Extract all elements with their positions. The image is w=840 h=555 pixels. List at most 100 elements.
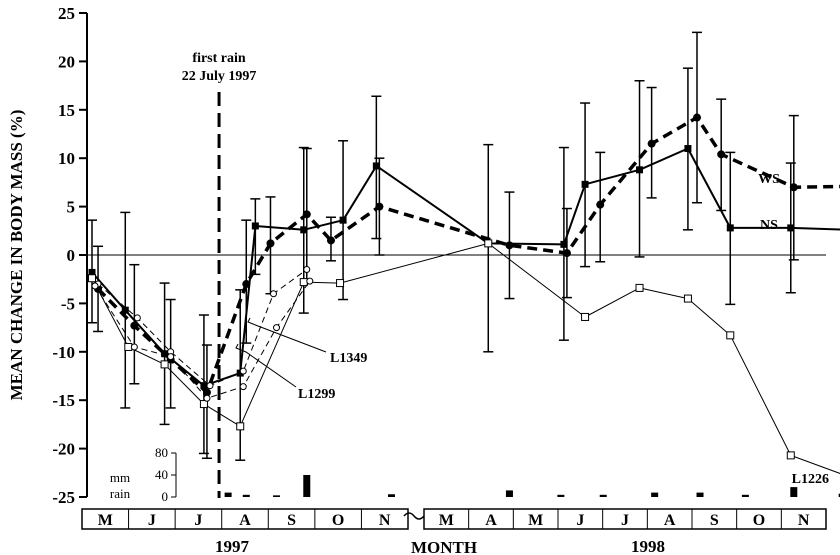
axes — [79, 12, 827, 530]
rain-bar — [303, 475, 311, 497]
y-tick-label: 20 — [58, 52, 75, 71]
point-ws — [130, 321, 139, 330]
point-l1299 — [91, 282, 99, 290]
rain-bar — [224, 492, 232, 497]
rain-bar — [557, 494, 565, 497]
point-ws — [789, 183, 798, 192]
point-ws — [326, 236, 335, 245]
month-label: M — [528, 512, 543, 529]
y-axis-title: MEAN CHANGE IN BODY MASS (%) — [7, 110, 26, 401]
month-label: M — [98, 512, 113, 529]
rain-bar — [505, 490, 513, 497]
series-label-l1226: L1226 — [792, 472, 829, 487]
point-ns — [88, 268, 96, 276]
point-ns — [636, 166, 644, 174]
month-label: J — [576, 512, 584, 529]
y-tick-label: -10 — [52, 343, 75, 362]
leader-l1349 — [247, 317, 327, 353]
month-label: J — [194, 512, 202, 529]
rain-tick-label: 40 — [155, 467, 168, 482]
point-ns — [121, 306, 129, 314]
point-l1299 — [306, 277, 314, 285]
y-tick-label: -15 — [52, 391, 75, 410]
y-tick-label: 10 — [58, 149, 75, 168]
rain-bar — [387, 494, 395, 497]
first-rain-label: first rain — [192, 51, 245, 66]
point-ws — [242, 280, 251, 289]
point-l1226 — [683, 294, 692, 303]
axis-break-icon — [403, 512, 425, 520]
rain-bar — [651, 492, 659, 497]
y-tick-label: -25 — [52, 488, 75, 507]
labels: 25 20 15 10 5 0 -5 -10 -15 -20 -25 MEAN CHANGE IN B… — [7, 4, 829, 555]
first-rain-date: 22 July 1997 — [182, 69, 257, 84]
rain-bar — [273, 495, 281, 497]
point-l1299 — [130, 343, 138, 351]
month-label: J — [621, 512, 629, 529]
point-l1299 — [239, 383, 247, 391]
series-label-ns: NS — [760, 218, 778, 233]
y-tick-label: -5 — [61, 294, 75, 313]
point-ns — [372, 162, 380, 170]
y-tick-label: 5 — [67, 198, 76, 217]
point-ws — [375, 202, 384, 211]
rain-bar — [599, 494, 607, 497]
month-label: S — [710, 512, 719, 529]
point-ws — [596, 200, 605, 209]
point-ns — [787, 224, 795, 232]
point-ns — [339, 216, 347, 224]
point-l1349 — [239, 367, 247, 375]
point-l1349 — [133, 314, 141, 322]
point-l1349 — [270, 290, 277, 298]
point-ns — [726, 224, 734, 232]
point-ns — [251, 222, 259, 230]
y-tick-label: 0 — [67, 246, 76, 265]
month-label: O — [753, 512, 765, 529]
rain-bar — [741, 494, 749, 497]
point-l1226 — [88, 274, 96, 283]
month-box-1998 — [423, 508, 827, 530]
point-ns — [684, 145, 692, 153]
rain-tick-label: 80 — [155, 445, 168, 460]
series-line-l1299 — [94, 280, 311, 399]
month-label: N — [798, 512, 810, 529]
year-label-1997: 1997 — [215, 537, 250, 555]
point-ns — [560, 240, 568, 248]
point-l1349 — [303, 266, 311, 274]
point-l1226 — [199, 400, 208, 409]
point-ws — [266, 239, 275, 248]
leader-l1299 — [235, 343, 297, 388]
month-label: J — [148, 512, 156, 529]
point-l1226 — [336, 279, 345, 288]
point-ns — [200, 382, 208, 390]
point-ws — [562, 249, 571, 258]
point-l1226 — [124, 342, 133, 351]
point-ws — [717, 150, 726, 159]
y-tick-label: 15 — [58, 101, 75, 120]
year-label-1998: 1998 — [631, 537, 665, 555]
month-label: S — [287, 512, 296, 529]
rain-bar — [696, 492, 704, 497]
point-l1299 — [203, 394, 211, 402]
point-l1226 — [484, 239, 493, 248]
point-l1226 — [726, 331, 735, 340]
month-label: O — [332, 512, 344, 529]
series-label-l1349: L1349 — [330, 351, 367, 366]
point-ns — [300, 226, 308, 234]
month-label: M — [439, 512, 454, 529]
point-ns — [581, 180, 589, 188]
rain-tick-label: 0 — [162, 489, 169, 504]
rain-ylabel-mm: mm — [110, 470, 130, 485]
point-l1226 — [786, 451, 795, 460]
point-ns — [236, 369, 244, 377]
point-l1226 — [299, 278, 308, 287]
point-ws — [693, 113, 701, 122]
rain-ylabel-rain: rain — [110, 486, 131, 501]
point-l1226 — [635, 283, 644, 292]
month-label: A — [485, 512, 497, 529]
rain-bar — [790, 487, 798, 497]
point-l1226 — [160, 360, 169, 369]
point-l1299 — [167, 353, 175, 361]
point-ws — [505, 241, 514, 250]
